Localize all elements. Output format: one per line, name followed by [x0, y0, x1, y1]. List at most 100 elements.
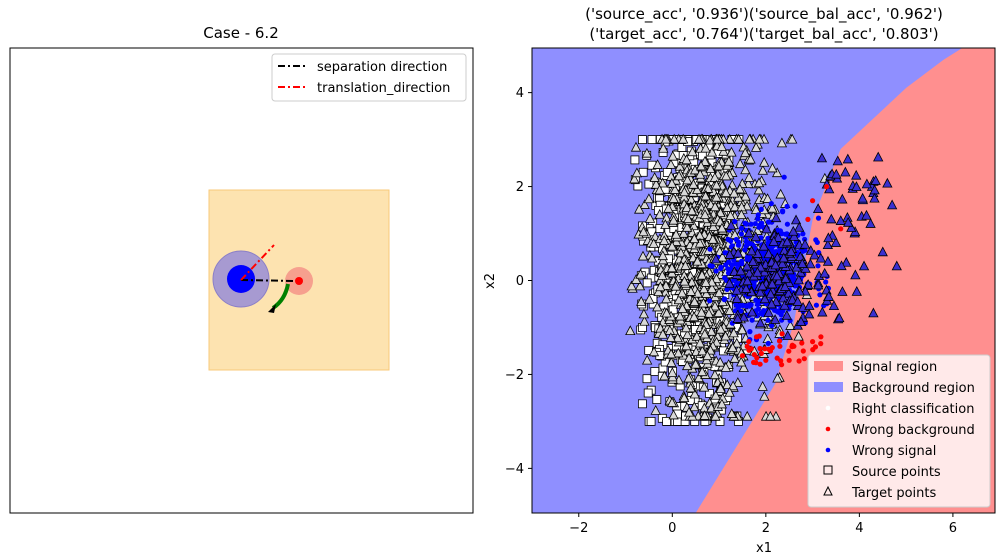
x-tick-label: 0 — [668, 521, 676, 536]
target-point — [666, 397, 678, 407]
target-point — [678, 227, 689, 238]
target-point — [727, 342, 738, 353]
wrong-background-point — [777, 343, 783, 349]
wrong-signal-point — [742, 220, 748, 226]
target-point — [742, 410, 753, 421]
target-point — [687, 146, 698, 157]
source-point — [643, 388, 653, 398]
target-point — [716, 398, 728, 409]
wrong-signal-point — [781, 174, 787, 180]
wrong-signal-point — [815, 252, 826, 263]
target-point — [715, 356, 726, 367]
target-point — [787, 133, 798, 144]
target-point — [706, 276, 717, 287]
wrong-signal-point — [795, 316, 807, 326]
target-point — [669, 133, 680, 144]
target-point — [762, 193, 773, 203]
wrong-signal-point — [882, 177, 893, 188]
target-point — [732, 377, 744, 387]
target-point — [718, 145, 729, 156]
wrong-signal-point — [761, 223, 772, 234]
wrong-signal-point — [758, 240, 769, 251]
source-point — [642, 374, 652, 384]
target-point — [680, 260, 691, 270]
source-point — [705, 388, 714, 398]
wrong-signal-point — [822, 255, 834, 266]
target-point — [685, 382, 696, 393]
wrong-signal-point — [828, 300, 840, 311]
target-point — [736, 209, 747, 220]
target-point — [657, 250, 668, 261]
wrong-signal-point — [767, 278, 778, 289]
wrong-signal-point — [741, 274, 747, 280]
wrong-signal-point — [834, 312, 845, 323]
target-point — [673, 294, 685, 305]
target-point — [727, 380, 739, 391]
target-point — [666, 177, 678, 188]
target-point — [631, 167, 643, 178]
legend-wrong-signal-swatch — [825, 447, 831, 453]
target-point — [710, 410, 721, 421]
target-point — [722, 379, 733, 390]
legend-target-points-swatch — [823, 485, 833, 496]
wrong-signal-point — [793, 274, 804, 285]
target-point — [668, 409, 679, 420]
target-point — [626, 280, 637, 291]
wrong-signal-point — [858, 260, 870, 271]
wrong-signal-point — [765, 340, 771, 346]
wrong-signal-point — [738, 231, 745, 237]
target-point — [678, 392, 690, 403]
target-point — [654, 184, 665, 195]
target-point — [759, 156, 770, 167]
wrong-signal-point — [877, 246, 888, 257]
wrong-signal-point — [802, 279, 814, 289]
wrong-signal-point — [780, 273, 791, 283]
target-point — [681, 202, 692, 212]
legend-target-points-label: Target points — [851, 486, 937, 501]
wrong-background-point — [763, 357, 769, 363]
y-ticks: −4 −2 0 2 4 — [505, 86, 532, 477]
target-point — [709, 201, 721, 212]
legend-wrong-background-swatch — [825, 426, 831, 432]
target-point — [657, 177, 668, 188]
target-point — [673, 170, 685, 181]
target-point — [653, 286, 664, 297]
wrong-signal-point — [731, 284, 742, 295]
source-point — [646, 416, 656, 426]
target-point — [699, 410, 710, 420]
wrong-background-point — [810, 198, 816, 204]
legend-background-region-label: Background region — [852, 381, 975, 396]
wrong-signal-point — [738, 311, 749, 322]
target-point — [648, 346, 660, 357]
wrong-background-point — [739, 353, 746, 359]
wrong-signal-point — [792, 296, 803, 306]
target-point — [753, 177, 765, 188]
wrong-signal-point — [846, 222, 857, 232]
target-point — [667, 367, 678, 378]
y-axis-label: x2 — [483, 273, 498, 289]
right-title-line2: ('target_acc', '0.764')('target_bal_acc'… — [589, 25, 938, 44]
target-point — [737, 324, 748, 335]
legend-translation-label: translation_direction — [317, 81, 450, 96]
scatter-points — [625, 133, 902, 426]
target-point — [683, 352, 695, 363]
wrong-signal-point — [752, 221, 759, 227]
target-point — [668, 193, 679, 203]
target-point — [726, 408, 737, 418]
target-point — [700, 277, 712, 287]
wrong-background-point — [789, 344, 795, 350]
wrong-signal-point — [868, 307, 879, 318]
target-point — [765, 410, 776, 421]
target-point — [688, 311, 700, 322]
wrong-background-point — [779, 362, 785, 368]
target-point — [685, 286, 697, 296]
wrong-signal-point — [718, 264, 724, 270]
wrong-signal-point — [783, 287, 794, 298]
target-point — [740, 147, 751, 158]
target-point — [713, 307, 724, 317]
target-point — [707, 233, 719, 244]
target-point — [650, 404, 661, 415]
wrong-signal-point — [739, 258, 745, 264]
wrong-signal-point — [784, 203, 790, 209]
wrong-signal-point — [841, 256, 852, 267]
